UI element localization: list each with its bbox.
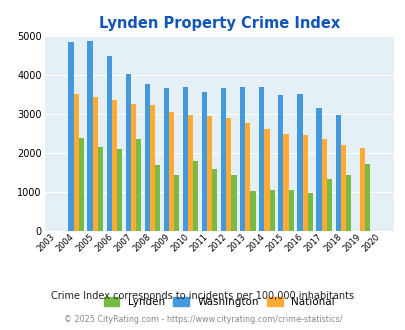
Bar xyxy=(155,165,160,231)
Bar xyxy=(296,94,302,231)
Bar xyxy=(193,161,198,231)
Bar xyxy=(269,190,274,231)
Bar xyxy=(106,56,111,231)
Bar xyxy=(68,42,73,231)
Bar xyxy=(79,138,84,231)
Bar xyxy=(277,95,283,231)
Bar xyxy=(250,191,255,231)
Bar xyxy=(321,139,326,231)
Bar xyxy=(288,190,293,231)
Bar xyxy=(130,104,136,231)
Bar xyxy=(182,87,188,231)
Bar xyxy=(212,170,217,231)
Bar xyxy=(326,179,331,231)
Bar xyxy=(73,94,79,231)
Bar xyxy=(231,175,236,231)
Title: Lynden Property Crime Index: Lynden Property Crime Index xyxy=(98,16,339,31)
Legend: Lynden, Washington, National: Lynden, Washington, National xyxy=(100,293,338,312)
Bar xyxy=(163,88,168,231)
Bar xyxy=(315,108,321,231)
Bar xyxy=(201,92,207,231)
Bar xyxy=(258,87,264,231)
Bar xyxy=(144,84,149,231)
Bar xyxy=(345,175,350,231)
Bar xyxy=(239,87,245,231)
Bar xyxy=(174,175,179,231)
Bar xyxy=(245,123,250,231)
Bar xyxy=(226,118,231,231)
Bar xyxy=(168,112,174,231)
Bar xyxy=(92,97,98,231)
Bar xyxy=(98,147,103,231)
Text: Crime Index corresponds to incidents per 100,000 inhabitants: Crime Index corresponds to incidents per… xyxy=(51,291,354,301)
Bar xyxy=(283,134,288,231)
Bar xyxy=(359,148,364,231)
Bar xyxy=(220,88,226,231)
Bar xyxy=(302,135,307,231)
Text: © 2025 CityRating.com - https://www.cityrating.com/crime-statistics/: © 2025 CityRating.com - https://www.city… xyxy=(64,315,341,324)
Bar xyxy=(307,193,312,231)
Bar xyxy=(111,100,117,231)
Bar xyxy=(117,149,122,231)
Bar xyxy=(335,115,340,231)
Bar xyxy=(149,105,155,231)
Bar xyxy=(87,41,92,231)
Bar xyxy=(207,116,212,231)
Bar xyxy=(364,164,369,231)
Bar xyxy=(188,115,193,231)
Bar xyxy=(125,75,130,231)
Bar xyxy=(264,129,269,231)
Bar xyxy=(340,145,345,231)
Bar xyxy=(136,140,141,231)
